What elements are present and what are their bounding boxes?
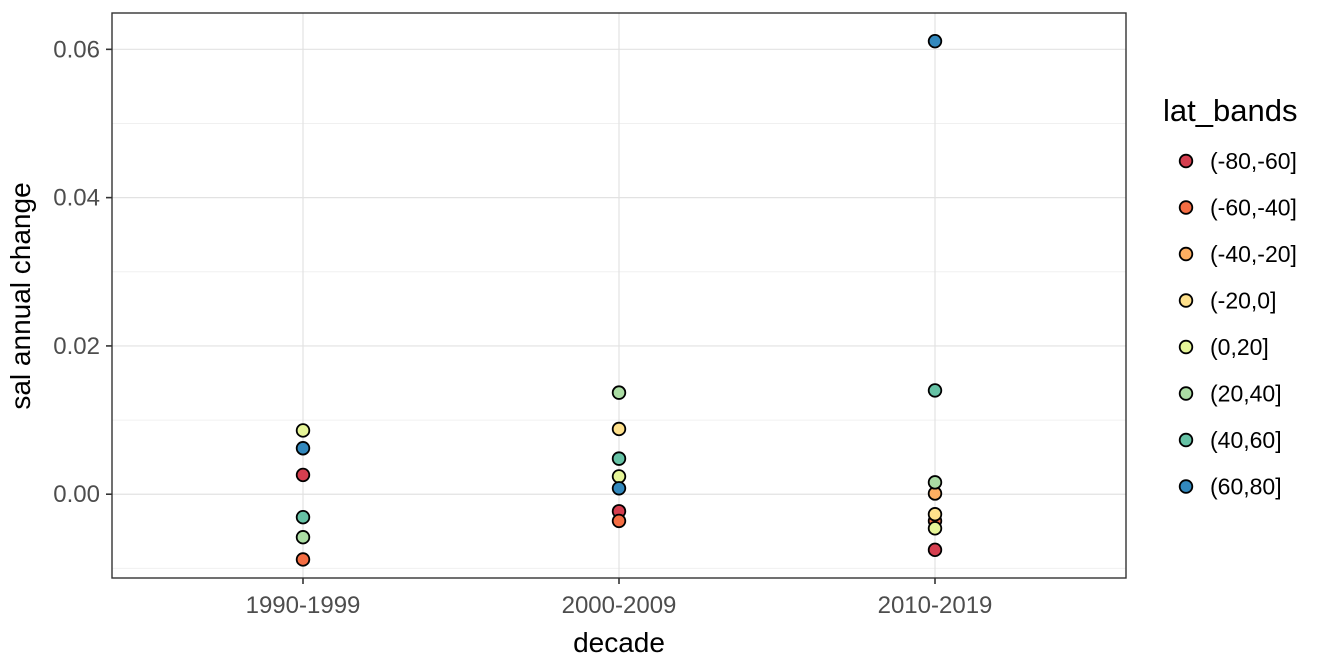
x-tick-label: 2010-2019 bbox=[878, 592, 993, 619]
legend-label: (40,60] bbox=[1210, 427, 1282, 453]
y-axis-title: sal annual change bbox=[5, 182, 36, 409]
data-point bbox=[611, 421, 627, 437]
data-point bbox=[295, 467, 311, 483]
legend-swatch bbox=[1178, 293, 1194, 308]
legend-label: (-40,-20] bbox=[1210, 241, 1297, 267]
data-point bbox=[295, 552, 311, 567]
legend-swatch bbox=[1178, 246, 1194, 262]
y-tick-label: 0.02 bbox=[53, 333, 100, 360]
y-tick-label: 0.06 bbox=[53, 36, 100, 63]
legend-label: (-20,0] bbox=[1210, 288, 1276, 314]
x-tick-label: 1990-1999 bbox=[246, 592, 361, 619]
legend-swatch bbox=[1178, 432, 1194, 448]
legend-swatch bbox=[1178, 153, 1194, 169]
legend-label: (0,20] bbox=[1210, 334, 1269, 360]
legend-swatch bbox=[1178, 339, 1194, 355]
legend-swatch bbox=[1178, 200, 1194, 215]
data-point bbox=[927, 521, 943, 536]
data-point bbox=[927, 383, 943, 398]
data-points-layer bbox=[295, 33, 943, 567]
axis-ticks bbox=[106, 48, 936, 584]
legend-label: (60,80] bbox=[1210, 474, 1282, 500]
data-point bbox=[611, 385, 627, 400]
data-point bbox=[295, 530, 311, 545]
data-point bbox=[611, 451, 627, 466]
data-point bbox=[295, 423, 311, 438]
legend-title: lat_bands bbox=[1163, 93, 1297, 128]
x-tick-label: 2000-2009 bbox=[562, 592, 677, 619]
legend-label: (-60,-40] bbox=[1210, 195, 1297, 221]
legend-swatch bbox=[1178, 479, 1194, 494]
data-point bbox=[927, 475, 943, 490]
data-point bbox=[295, 441, 311, 456]
legend-swatch bbox=[1178, 386, 1194, 401]
legend-entries: (-80,-60] (-60,-40] (-40,-20] (-20,0] (0,20]… bbox=[1178, 148, 1297, 500]
data-point bbox=[611, 513, 627, 529]
legend: lat_bands (-80,-60] (-60,-40] (-40,-20] (-2… bbox=[1163, 93, 1297, 500]
legend-label: (-80,-60] bbox=[1210, 148, 1297, 174]
data-point bbox=[927, 542, 943, 558]
data-point bbox=[295, 509, 311, 525]
data-point bbox=[611, 481, 627, 496]
y-tick-label: 0.04 bbox=[53, 185, 100, 212]
data-point bbox=[927, 33, 943, 49]
axis-tick-labels: 0.00 0.02 0.04 0.06 1990-1999 2000-2009 2010-2… bbox=[53, 36, 992, 619]
legend-label: (20,40] bbox=[1210, 381, 1282, 407]
data-point bbox=[611, 469, 627, 484]
x-axis-title: decade bbox=[573, 627, 665, 658]
data-point bbox=[927, 507, 943, 522]
y-tick-label: 0.00 bbox=[53, 481, 100, 508]
